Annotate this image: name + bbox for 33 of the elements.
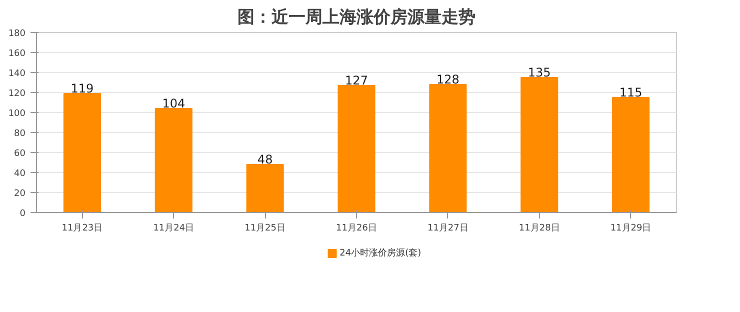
- y-tick-label: 160: [8, 49, 26, 59]
- data-label: 127: [345, 74, 368, 88]
- x-tick-label: 11月24日: [153, 224, 194, 234]
- x-tick-label: 11月25日: [244, 224, 286, 234]
- bar: [338, 85, 376, 212]
- y-tick-label: 120: [8, 89, 26, 99]
- data-label: 119: [70, 82, 94, 96]
- bar: [63, 93, 101, 212]
- x-tick-label: 11月27日: [427, 224, 468, 234]
- legend-label: 24小时涨价房源(套): [340, 248, 422, 258]
- data-label: 135: [528, 66, 551, 80]
- y-tick-label: 180: [8, 29, 26, 39]
- y-tick-label: 100: [8, 109, 26, 119]
- y-tick-label: 60: [14, 149, 26, 159]
- y-tick-label: 20: [14, 189, 26, 199]
- y-tick-label: 80: [14, 129, 26, 139]
- bar: [154, 108, 192, 212]
- y-tick-label: 0: [20, 209, 26, 219]
- bar: [520, 77, 558, 212]
- bar: [612, 97, 650, 212]
- data-label: 115: [619, 86, 642, 100]
- x-tick-label: 11月23日: [62, 224, 103, 234]
- x-tick-label: 11月29日: [610, 224, 652, 234]
- data-label: 104: [162, 96, 186, 110]
- y-tick-label: 40: [14, 169, 26, 179]
- data-label: 48: [257, 152, 273, 166]
- x-tick-label: 11月26日: [336, 224, 377, 234]
- chart-title: 图：近一周上海涨价房源量走势: [238, 8, 476, 28]
- bar: [429, 84, 467, 212]
- y-tick-label: 140: [8, 69, 26, 79]
- x-tick-label: 11月28日: [518, 224, 560, 234]
- bar: [246, 164, 284, 212]
- data-label: 128: [436, 72, 460, 86]
